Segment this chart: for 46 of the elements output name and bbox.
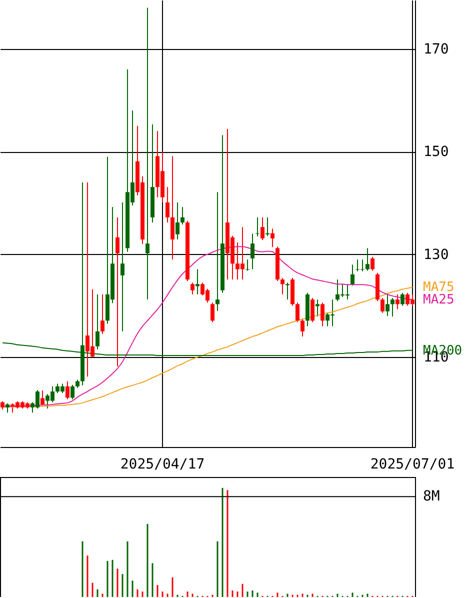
candlestick — [320, 302, 324, 327]
y-tick-label: 150 — [424, 144, 449, 160]
y-tick-label: 130 — [424, 246, 449, 263]
candlestick — [380, 298, 384, 314]
candlestick — [66, 380, 70, 400]
candlestick — [256, 216, 260, 237]
candlestick — [116, 216, 120, 367]
candlestick — [400, 292, 404, 306]
candlestick — [266, 216, 270, 236]
candlestick — [170, 156, 174, 260]
candlestick — [280, 277, 284, 295]
candlestick — [6, 402, 10, 414]
x-tick-label: 2025/07/01 — [370, 456, 455, 472]
candlestick — [316, 299, 320, 317]
candlestick — [386, 294, 390, 316]
candlestick — [40, 390, 44, 406]
candlestick — [246, 258, 250, 272]
candlestick — [100, 294, 104, 334]
candlestick — [300, 318, 304, 338]
candlestick — [166, 186, 170, 223]
series-label: MA25 — [423, 292, 454, 308]
candlestick — [350, 264, 354, 286]
candlestick — [270, 228, 274, 248]
candlestick — [286, 282, 290, 300]
candlestick — [310, 298, 314, 323]
ref-line-label: 8M — [423, 488, 440, 505]
candlestick — [210, 302, 214, 323]
candlestick — [370, 256, 374, 272]
x-tick-label: 2025/04/17 — [120, 456, 205, 472]
candlestick — [250, 233, 254, 270]
line-series — [2, 286, 413, 408]
candlestick — [396, 294, 400, 310]
candlestick — [196, 268, 200, 295]
candlestick — [70, 384, 74, 400]
candlestick — [176, 202, 180, 240]
candlestick — [260, 216, 264, 240]
y-tick-label: 170 — [424, 41, 449, 58]
candlestick — [146, 7, 150, 300]
candlestick — [190, 282, 194, 295]
candlestick — [120, 202, 124, 332]
candlestick — [96, 294, 100, 350]
candlestick — [216, 192, 220, 312]
candlestick — [390, 298, 394, 317]
candlestick — [296, 302, 300, 323]
candlestick — [180, 206, 184, 226]
candlestick — [366, 248, 370, 272]
